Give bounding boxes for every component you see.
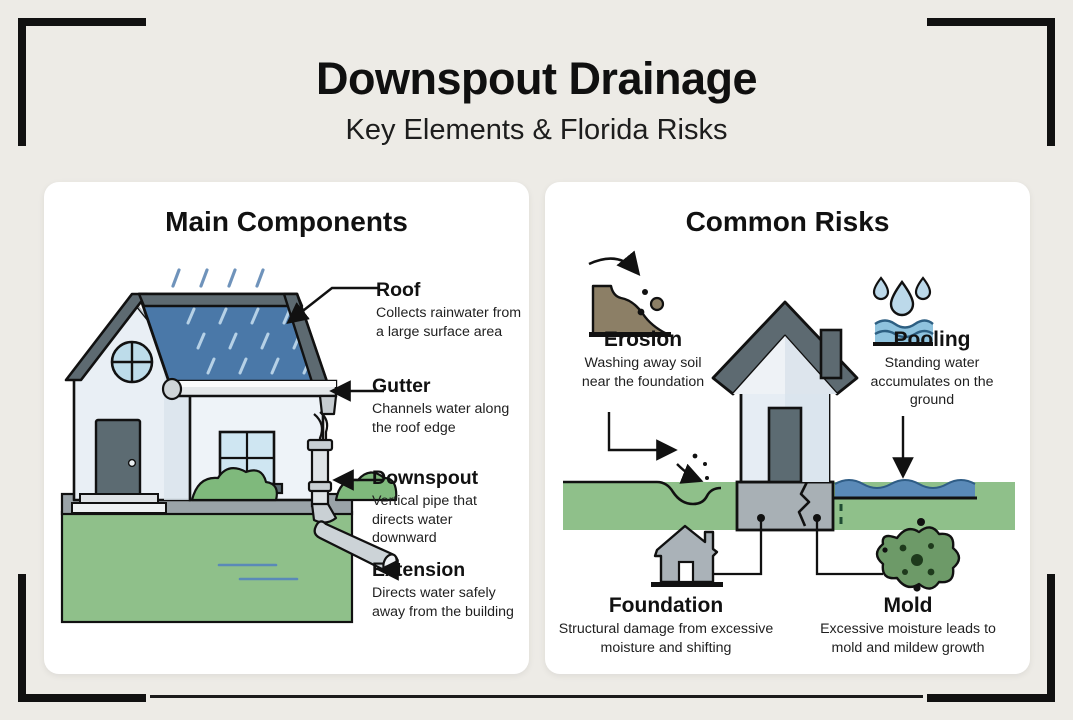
risk-mold-description: Excessive moisture leads to mold and mil… bbox=[820, 621, 996, 656]
callout-roof-description: Collects rainwater from a large surface … bbox=[376, 305, 522, 340]
risk-erosion: Erosion Washing away soil near the found… bbox=[573, 328, 713, 391]
callout-downspout-description: Vertical pipe that directs water downwar… bbox=[372, 493, 477, 546]
risks-illustration bbox=[563, 250, 1015, 592]
foundation-block bbox=[735, 480, 835, 532]
foundation-crack bbox=[797, 481, 811, 527]
bottom-rule bbox=[150, 695, 923, 698]
panel-right-title: Common Risks bbox=[685, 206, 890, 237]
leader-lines bbox=[286, 286, 399, 581]
risk-foundation-label: Foundation bbox=[608, 594, 724, 617]
risk-pooling-label: Pooling bbox=[893, 328, 971, 351]
erosion-particles bbox=[688, 453, 709, 480]
callout-downspout: Downspout Vertical pipe that directs wat… bbox=[372, 467, 512, 547]
risk-pooling-description: Standing water accumulates on the ground bbox=[870, 355, 994, 408]
callout-extension-label: Extension bbox=[372, 559, 466, 581]
panel-common-risks: Common Risks bbox=[545, 182, 1030, 674]
callout-roof: Roof Collects rainwater from a large sur… bbox=[376, 279, 524, 341]
risk-erosion-label: Erosion bbox=[603, 328, 683, 351]
foundation-leader bbox=[695, 518, 763, 576]
risk-pooling: Pooling Standing water accumulates on th… bbox=[861, 328, 1003, 409]
eroding-slope-icon bbox=[588, 250, 671, 337]
risk-mold: Mold Excessive moisture leads to mold an… bbox=[813, 594, 1003, 657]
callout-roof-label: Roof bbox=[376, 279, 421, 301]
mold-blob-icon bbox=[875, 518, 961, 592]
callout-extension-description: Directs water safely away from the build… bbox=[372, 585, 514, 620]
risk-mold-label: Mold bbox=[883, 594, 933, 617]
page-subtitle: Key Elements & Florida Risks bbox=[345, 114, 728, 146]
pooling-water bbox=[835, 480, 975, 498]
callout-extension: Extension Directs water safely away from… bbox=[372, 559, 514, 621]
gutter-shape bbox=[161, 377, 338, 416]
panel-left-title: Main Components bbox=[165, 206, 408, 237]
callout-gutter-description: Channels water along the roof edge bbox=[372, 401, 510, 436]
erosion-leader bbox=[607, 412, 678, 461]
risk-foundation: Foundation Structural damage from excess… bbox=[555, 594, 777, 657]
water-droplets-icon bbox=[872, 276, 934, 346]
house-components-illustration bbox=[60, 268, 399, 624]
callout-downspout-label: Downspout bbox=[372, 467, 479, 489]
callout-gutter-label: Gutter bbox=[372, 375, 431, 397]
mold-leader bbox=[815, 518, 883, 576]
risk-foundation-description: Structural damage from excessive moistur… bbox=[558, 621, 774, 656]
downspout-shape bbox=[306, 411, 338, 525]
water-flow-lines bbox=[217, 563, 299, 581]
callout-gutter: Gutter Channels water along the roof edg… bbox=[372, 375, 524, 437]
risk-erosion-description: Washing away soil near the foundation bbox=[581, 355, 705, 390]
page-title: Downspout Drainage bbox=[315, 53, 758, 104]
house-icon bbox=[651, 524, 723, 587]
panel-main-components: Main Components bbox=[44, 182, 529, 674]
